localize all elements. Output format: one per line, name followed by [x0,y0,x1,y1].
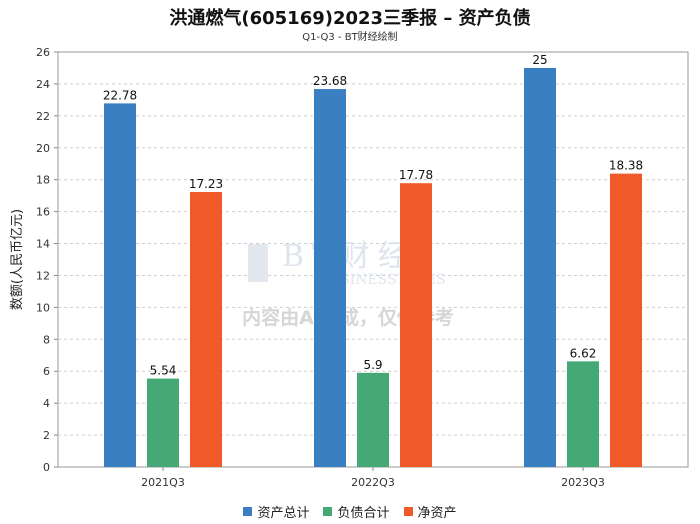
data-label: 23.68 [313,74,347,88]
legend-swatch [403,507,413,516]
bar-2022Q3-负债合计 [357,372,389,467]
y-tick-label: 12 [36,269,50,282]
bar-2022Q3-资产总计 [314,89,346,468]
y-tick-label: 26 [36,46,50,59]
y-tick-label: 10 [36,301,50,314]
legend-label: 资产总计 [257,506,310,521]
x-tick-label: 2022Q3 [351,476,395,489]
bar-chart: 02468101214161820222426BT财经BUSINESSTIMES… [10,46,689,489]
data-label: 25 [532,53,547,67]
y-tick-label: 18 [36,174,50,187]
y-tick-label: 0 [43,461,50,474]
bar-2023Q3-负债合计 [567,361,599,467]
watermark-logo [248,244,268,282]
data-label: 5.9 [363,358,382,372]
y-tick-label: 20 [36,142,50,155]
chart-title: 洪通燃气(605169)2023三季报 – 资产负债 [169,8,531,29]
y-tick-label: 2 [43,429,50,442]
legend-swatch [323,507,333,516]
legend-swatch [243,507,253,516]
data-label: 17.23 [189,177,223,191]
y-tick-label: 16 [36,206,50,219]
data-label: 17.78 [399,168,433,182]
legend-label: 负债合计 [337,506,390,521]
chart-legend: 资产总计 负债合计 净资产 [0,502,700,521]
y-tick-label: 4 [43,397,50,410]
watermark-brand: BT财经 [282,239,416,274]
legend-label: 净资产 [417,506,457,521]
bar-2023Q3-资产总计 [524,67,556,467]
y-tick-label: 6 [43,365,50,378]
bar-2021Q3-净资产 [190,191,222,467]
y-tick-label: 24 [36,78,50,91]
x-tick-label: 2023Q3 [561,476,605,489]
legend-item: 净资产 [403,502,457,521]
bar-2021Q3-负债合计 [147,378,179,467]
y-tick-label: 8 [43,333,50,346]
bar-2023Q3-净资产 [610,173,642,467]
data-label: 18.38 [609,159,643,173]
y-axis-label: 数额(人民币亿元) [10,209,25,310]
legend-item: 负债合计 [323,502,390,521]
y-tick-label: 14 [36,238,50,251]
data-label: 22.78 [103,88,137,102]
y-tick-label: 22 [36,110,50,123]
data-label: 5.54 [150,364,177,378]
data-label: 6.62 [570,346,597,360]
bar-2022Q3-净资产 [400,183,432,467]
legend-item: 资产总计 [243,502,309,521]
chart-subtitle: Q1-Q3 - BT财经绘制 [302,32,398,43]
x-tick-label: 2021Q3 [141,476,185,489]
bar-2021Q3-资产总计 [104,103,136,468]
